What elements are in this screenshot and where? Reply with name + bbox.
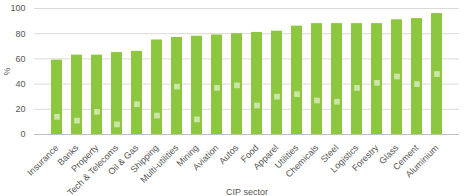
svg-text:Glass: Glass <box>377 142 401 167</box>
svg-text:Autos: Autos <box>217 142 241 166</box>
svg-text:Utilities: Utilities <box>272 142 301 171</box>
svg-text:Shipping: Shipping <box>128 142 161 175</box>
svg-text:100: 100 <box>10 3 25 13</box>
svg-text:%: % <box>2 67 12 75</box>
svg-text:Multi-utilities: Multi-utilities <box>138 142 180 184</box>
svg-text:Mining: Mining <box>174 142 201 169</box>
svg-text:Insurance: Insurance <box>25 142 61 178</box>
svg-text:Apparel: Apparel <box>251 142 281 172</box>
svg-text:Property: Property <box>69 142 101 174</box>
svg-text:Banks: Banks <box>55 142 81 168</box>
svg-text:40: 40 <box>15 79 25 89</box>
svg-text:Oil & Gas: Oil & Gas <box>106 142 141 177</box>
svg-text:20: 20 <box>15 104 25 114</box>
svg-text:0: 0 <box>20 129 25 139</box>
svg-text:Food: Food <box>238 142 261 165</box>
svg-text:CIP sector: CIP sector <box>226 187 268 196</box>
svg-text:Logistics: Logistics <box>328 142 361 175</box>
svg-text:Cement: Cement <box>391 142 421 173</box>
svg-text:60: 60 <box>15 54 25 64</box>
svg-text:Chemicals: Chemicals <box>284 142 321 179</box>
svg-text:Aviation: Aviation <box>191 143 221 173</box>
svg-text:80: 80 <box>15 29 25 39</box>
svg-text:Steel: Steel <box>318 142 341 165</box>
svg-text:Aluminium: Aluminium <box>404 143 441 180</box>
svg-text:Forestry: Forestry <box>350 142 381 173</box>
